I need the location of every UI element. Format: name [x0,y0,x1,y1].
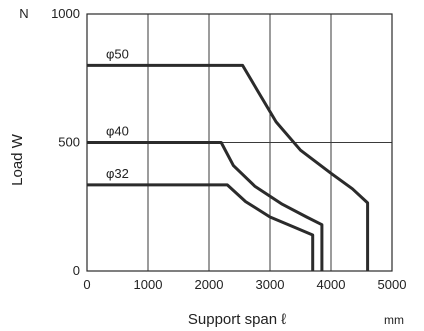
tick-labels: 0 1000 2000 3000 4000 5000 0 500 1000 [51,6,406,292]
series-label-32: φ32 [106,166,129,181]
x-axis-title: Support span ℓ [188,311,286,328]
x-tick-label: 5000 [378,277,407,292]
series-line-50 [87,63,370,271]
y-axis-title: Load W [9,133,26,186]
x-tick-label: 0 [83,277,90,292]
x-tick-label: 3000 [256,277,285,292]
y-tick-label: 0 [73,263,80,278]
series-label-50: φ50 [106,46,129,61]
y-unit-label: N [19,6,28,21]
x-tick-label: 2000 [195,277,224,292]
series-line-40 [87,141,324,271]
x-tick-label: 1000 [134,277,163,292]
series-label-40: φ40 [106,124,129,139]
series-line-32 [87,183,315,271]
x-unit-label: mm [384,313,404,327]
x-tick-label: 4000 [317,277,346,292]
y-tick-label: 1000 [51,6,80,21]
y-tick-label: 500 [58,135,80,150]
series-curves: φ50 φ40 φ32 [87,46,370,271]
